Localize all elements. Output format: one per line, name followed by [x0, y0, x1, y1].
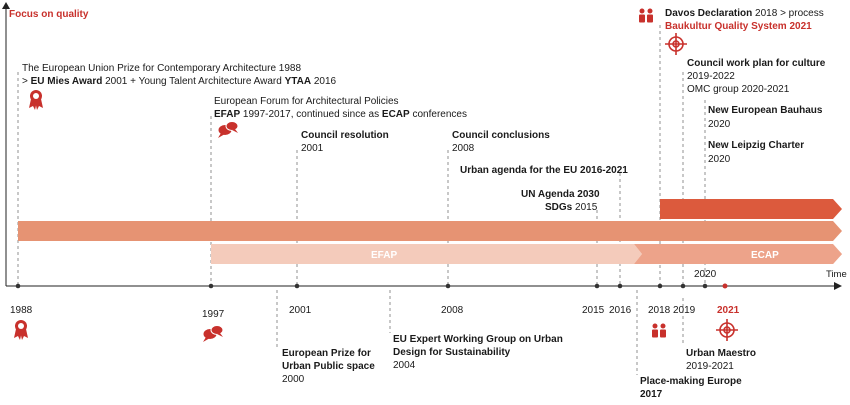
council-conclusions-year: 2008: [452, 143, 475, 154]
target-icon: [716, 319, 738, 341]
year-label-2015: 2015: [582, 305, 605, 316]
council-work-plan: Council work plan for culture: [687, 58, 826, 69]
new-leipzig-charter: New Leipzig Charter: [708, 140, 805, 151]
diagram-heading: Focus on quality: [9, 9, 89, 20]
award-ribbon-icon: [29, 90, 43, 110]
axis-dot-2021: [722, 283, 728, 289]
omc-group: OMC group 2020-2021: [687, 84, 790, 95]
place-making-europe-year: 2017: [640, 389, 663, 400]
expert-group-line1: EU Expert Working Group on Urban: [393, 334, 563, 345]
urban-agenda: Urban agenda for the EU 2016-2021: [460, 165, 628, 176]
year-label-2021: 2021: [717, 305, 740, 316]
band-baukultur: [660, 199, 842, 219]
year-label-2016: 2016: [609, 305, 632, 316]
vertical-axis-arrow: [2, 2, 10, 9]
people-icon: [639, 8, 653, 23]
baukultur-quality-system: Baukultur Quality System 2021: [665, 21, 812, 32]
urban-maestro-year: 2019-2021: [686, 361, 734, 372]
year-label-1988: 1988: [10, 305, 33, 316]
davos-declaration: Davos Declaration 2018 > process: [665, 8, 824, 19]
band-ecap-fill: [634, 254, 842, 264]
eu-prize-line2: > EU Mies Award 2001 + Young Talent Arch…: [22, 76, 337, 87]
efap-line1: European Forum for Architectural Policie…: [214, 96, 399, 107]
year-label-2018: 2018: [648, 305, 671, 316]
council-conclusions: Council conclusions: [452, 130, 550, 141]
year-label-2020: 2020: [694, 269, 717, 280]
year-label-2019: 2019: [673, 305, 696, 316]
sdgs: SDGs 2015: [545, 202, 598, 213]
new-european-bauhaus-year: 2020: [708, 119, 731, 130]
target-icon: [665, 33, 687, 55]
speech-bubbles-icon: [203, 325, 224, 342]
time-axis-label: Time: [826, 269, 847, 280]
year-label-1997: 1997: [202, 309, 225, 320]
axis-dots: [15, 283, 708, 289]
new-leipzig-charter-year: 2020: [708, 154, 731, 165]
speech-bubbles-icon: [218, 121, 239, 138]
year-label-2008: 2008: [441, 305, 464, 316]
people-icon: [652, 323, 666, 338]
expert-group-line2: Design for Sustainability: [393, 347, 511, 358]
prize-public-space-line1: European Prize for: [282, 348, 371, 359]
year-label-2001: 2001: [289, 305, 312, 316]
band-label-ecap: ECAP: [751, 250, 779, 261]
new-european-bauhaus: New European Bauhaus: [708, 105, 823, 116]
band-main: [18, 221, 842, 241]
eu-prize-line1: The European Union Prize for Contemporar…: [22, 63, 302, 74]
efap-line2: EFAP 1997-2017, continued since as ECAP …: [214, 109, 467, 120]
expert-group-year: 2004: [393, 360, 416, 371]
place-making-europe: Place-making Europe: [640, 376, 742, 387]
council-work-plan-year: 2019-2022: [687, 71, 735, 82]
un-agenda: UN Agenda 2030: [521, 189, 600, 200]
prize-public-space-year: 2000: [282, 374, 305, 385]
award-ribbon-icon: [14, 320, 28, 340]
council-resolution-year: 2001: [301, 143, 324, 154]
urban-maestro: Urban Maestro: [686, 348, 757, 359]
time-axis-arrow: [834, 282, 842, 290]
band-label-efap: EFAP: [371, 250, 397, 261]
prize-public-space-line2: Urban Public space: [282, 361, 375, 372]
band-efap: [211, 244, 642, 264]
council-resolution: Council resolution: [301, 130, 389, 141]
